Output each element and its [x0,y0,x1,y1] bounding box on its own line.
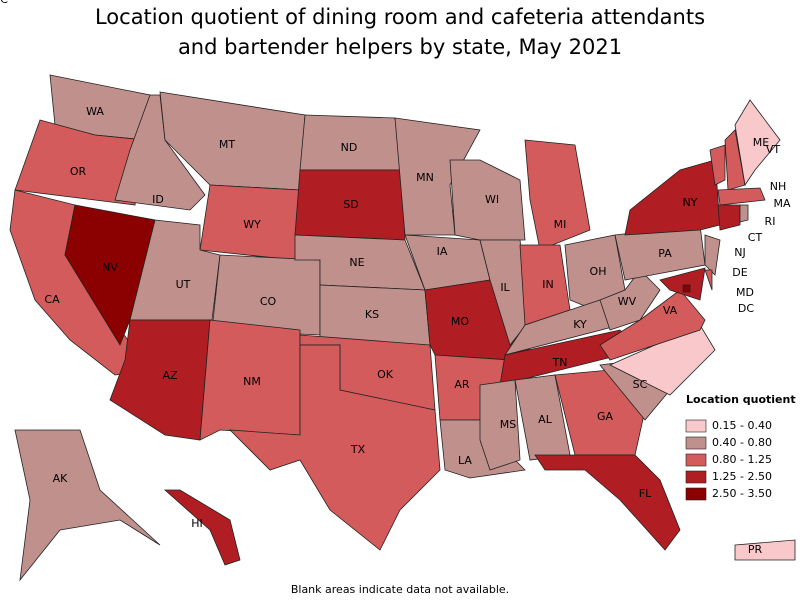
note: Blank areas indicate data not available. [290,583,510,596]
state-shape [659,267,706,301]
state-label: CO [260,295,277,308]
state-label: NV [102,261,118,274]
state-label: SC [633,378,648,391]
state-label: TN [552,356,568,369]
legend-label: 0.40 - 0.80 [712,436,772,449]
state-shape [717,187,766,206]
state-label: FL [639,487,652,500]
legend-label: 0.80 - 1.25 [712,453,772,466]
legend-label: 2.50 - 3.50 [712,487,772,500]
state-label: NY [683,196,698,209]
state-shape [734,99,781,187]
state-shape [717,204,741,231]
state-label: WY [243,218,261,231]
map-title: Location quotient of dining room and caf… [94,5,706,59]
state-label: IN [542,278,553,291]
state-label: UT [176,278,191,291]
state-label: AL [538,413,553,426]
state-label: NJ [734,246,745,259]
state-label: ME [753,136,769,149]
state-shape [479,379,521,471]
state-shape [739,204,749,223]
state-label: NE [349,256,364,269]
state-shape [734,539,796,561]
legend-label: 1.25 - 2.50 [712,470,772,483]
state-shape [709,144,726,186]
state-label: AK [53,472,69,485]
state-label: OR [70,165,87,178]
state-label: SD [343,198,358,211]
state-shape [163,489,241,566]
legend-title: Location quotient [686,393,796,406]
state-shape [228,344,441,551]
state-label: WI [485,193,499,206]
state-label: IA [437,245,448,258]
state-shape [599,269,661,331]
state-label: NM [243,375,261,388]
state-label: MT [219,138,235,151]
state-label: WV [618,295,637,308]
legend-swatch [685,453,707,467]
state-shape [534,454,681,551]
state-shape [14,429,161,582]
state-label: OH [590,265,607,278]
state-label: ND [341,141,358,154]
state-label: PA [658,247,672,260]
state-label: CA [44,293,60,306]
state-label: LA [458,454,472,467]
legend-swatch [685,436,707,450]
legend-swatch [685,487,707,501]
state-label: CT [748,231,763,244]
legend-label: 0.15 - 0.40 [712,419,772,432]
state-label: DC [738,302,754,315]
state-label: HI [191,517,203,530]
state-label: NH [770,180,787,193]
state-label: NC [0,0,8,6]
state-label: KY [573,318,587,331]
state-label: MN [416,171,434,184]
state-shape [704,234,721,276]
state-label: MO [451,315,469,328]
state-label: DE [732,266,747,279]
legend-swatch [685,419,707,433]
state-label: OK [377,368,394,381]
state-label: WA [86,105,104,118]
state-shape [524,139,591,251]
state-shape [682,284,691,293]
state-label: IL [500,281,510,294]
state-label: VA [663,304,678,317]
state-label: ID [152,193,164,206]
state-label: RI [765,215,776,228]
state-label: MA [773,197,790,210]
state-shape [624,159,721,236]
state-label: MD [736,286,754,299]
state-label: PR [748,543,763,556]
state-label: MS [500,418,516,431]
state-label: KS [365,308,379,321]
state-label: AZ [162,369,178,382]
state-label: MI [554,218,567,231]
state-label: GA [597,410,614,423]
state-label: VT [766,143,781,156]
state-label: TX [350,443,366,456]
legend-swatch [685,470,707,484]
state-shape [394,117,481,236]
state-label: AR [454,378,470,391]
state-shape [704,269,713,291]
state-shape [449,159,526,241]
